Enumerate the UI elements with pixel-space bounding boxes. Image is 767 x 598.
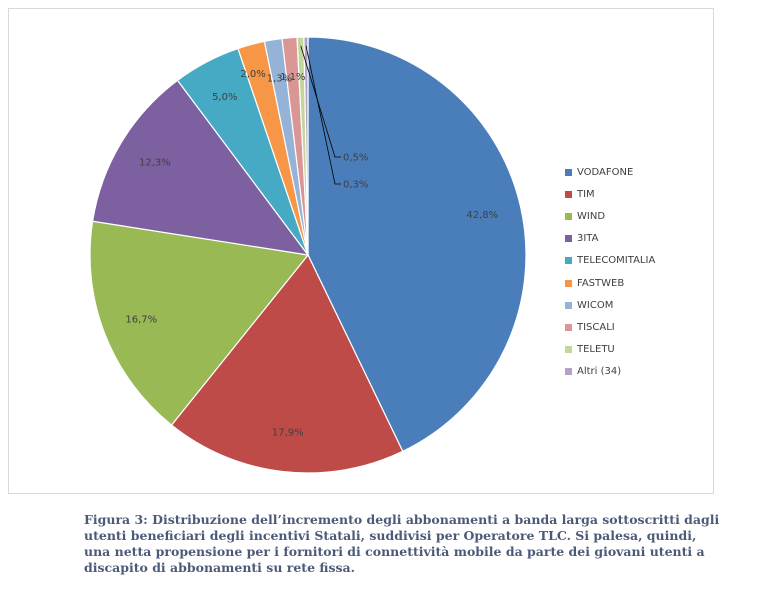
pie-slice-tim — [170, 253, 404, 474]
legend-item-telecomitalia: TELECOMITALIA — [565, 250, 715, 272]
legend-label-altri-34: Altri (34) — [577, 366, 622, 378]
legend-swatch-wind — [565, 212, 572, 220]
legend-item-tiscali: TISCALI — [565, 316, 715, 338]
legend-label-3ita: 3ITA — [577, 233, 599, 245]
data-label-vodafone: 42,8% — [466, 210, 498, 221]
legend-label-wicom: WICOM — [577, 299, 614, 311]
legend-swatch-altri-34 — [565, 368, 572, 376]
legend-label-tim: TIM — [577, 188, 595, 200]
data-label-tim: 17,9% — [272, 428, 304, 439]
legend-swatch-3ita — [565, 235, 572, 243]
data-label-telecomitalia: 5,0% — [212, 92, 237, 103]
data-label-fastweb: 2,0% — [240, 69, 265, 80]
pie-chart: 42,8% 17,9% 16,7% 12,3% 5,0% 2,0% 1,3%1,1% 0,5%… — [89, 36, 527, 474]
legend-swatch-telecomitalia — [565, 257, 572, 265]
leader-line-altri-34 — [305, 45, 341, 185]
legend-label-tiscali: TISCALI — [577, 321, 615, 333]
legend-item-wind: WIND — [565, 205, 715, 227]
legend-swatch-teletu — [565, 346, 572, 354]
legend-label-vodafone: VODAFONE — [577, 166, 634, 178]
legend-item-teletu: TELETU — [565, 339, 715, 361]
legend-label-telecomitalia: TELECOMITALIA — [577, 255, 656, 267]
legend-item-vodafone: VODAFONE — [565, 161, 715, 183]
pie-slice-altri-34 — [303, 36, 309, 256]
data-label-teletu: 0,5% — [343, 153, 368, 164]
legend: VODAFONE TIM WIND 3ITA TELECOMITALIA FASTWEB W… — [565, 161, 715, 383]
pie-slice-vodafone — [307, 36, 527, 453]
legend-swatch-tim — [565, 190, 572, 198]
data-label-wind: 16,7% — [125, 315, 157, 326]
legend-swatch-wicom — [565, 301, 572, 309]
data-label-3ita: 12,3% — [139, 158, 171, 169]
pie-slice-wind — [89, 220, 310, 426]
legend-swatch-fastweb — [565, 279, 572, 287]
figure-caption: Figura 3: Distribuzione dell’incremento … — [84, 512, 720, 575]
leader-line-teletu — [300, 45, 341, 158]
legend-item-3ita: 3ITA — [565, 228, 715, 250]
legend-item-altri-34: Altri (34) — [565, 361, 715, 383]
legend-item-wicom: WICOM — [565, 294, 715, 316]
chart-frame: 42,8% 17,9% 16,7% 12,3% 5,0% 2,0% 1,3% 1,1% 0,5%… — [8, 8, 714, 494]
legend-swatch-vodafone — [565, 168, 572, 176]
legend-swatch-tiscali — [565, 323, 572, 331]
legend-item-tim: TIM — [565, 183, 715, 205]
data-label-tiscali: 1,1% — [280, 72, 305, 83]
data-label-altri-34: 0,3% — [343, 180, 368, 191]
legend-label-teletu: TELETU — [577, 344, 615, 356]
legend-label-wind: WIND — [577, 210, 606, 222]
pie-slice-3ita — [91, 79, 310, 256]
legend-item-fastweb: FASTWEB — [565, 272, 715, 294]
data-label-wicom: 1,3% — [267, 74, 292, 85]
legend-label-fastweb: FASTWEB — [577, 277, 625, 289]
